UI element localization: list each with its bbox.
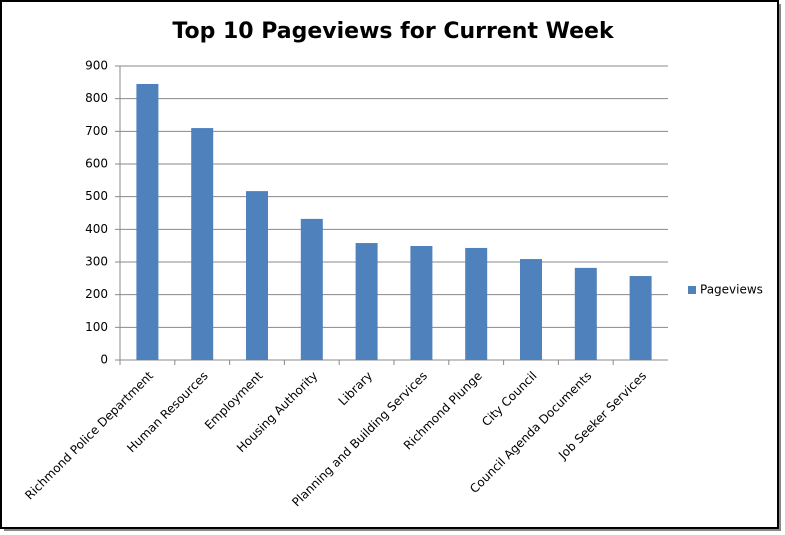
bar (246, 191, 268, 360)
bar (465, 247, 488, 360)
bar (355, 243, 378, 360)
bar (300, 218, 323, 360)
y-tick-label: 0 (100, 353, 108, 367)
y-tick-label: 700 (85, 124, 108, 138)
bar (191, 128, 214, 360)
bar (410, 245, 433, 360)
legend-swatch (688, 286, 696, 294)
bar (574, 267, 597, 360)
y-tick-label: 500 (85, 189, 108, 203)
y-tick-label: 800 (85, 91, 108, 105)
chart-title: Top 10 Pageviews for Current Week (172, 19, 615, 44)
bar (520, 259, 542, 360)
bar (629, 276, 652, 360)
y-tick-label: 100 (85, 320, 108, 334)
legend-label: Pageviews (700, 283, 763, 297)
y-tick-label: 600 (85, 157, 108, 171)
y-tick-label: 300 (85, 255, 108, 269)
bar (136, 83, 159, 360)
y-tick-label: 200 (85, 287, 108, 301)
y-tick-label: 400 (85, 222, 108, 236)
y-tick-label: 900 (85, 59, 108, 73)
